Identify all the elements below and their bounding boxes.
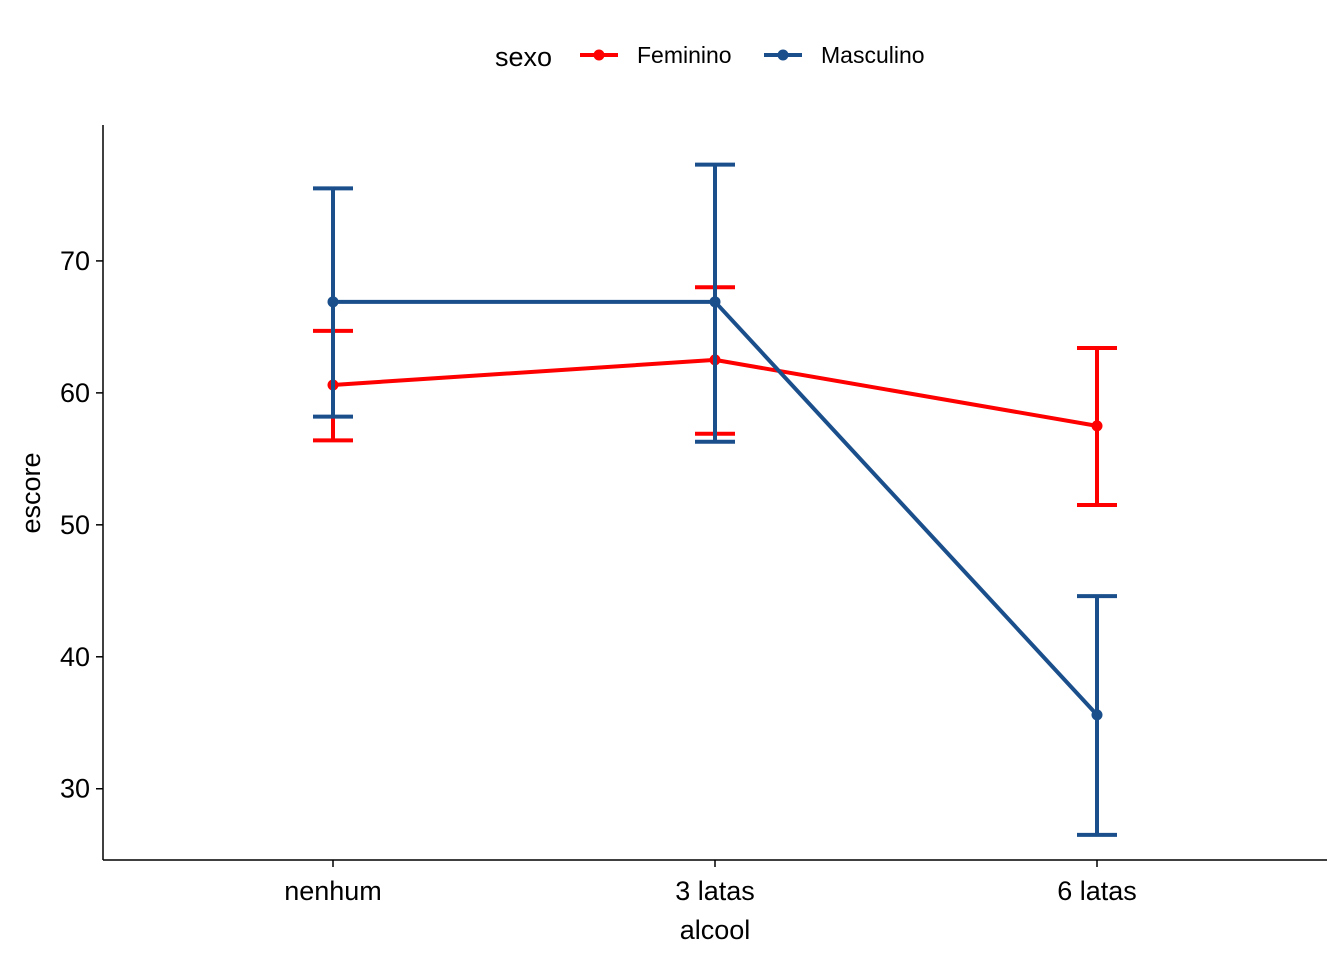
legend: sexo Feminino Masculino: [495, 42, 925, 72]
legend-title: sexo: [495, 42, 552, 72]
y-axis-title: escore: [16, 452, 46, 533]
series-masculino: [313, 162, 1117, 837]
x-tick-label: 3 latas: [675, 876, 755, 906]
legend-item-feminino: Feminino: [580, 42, 732, 68]
data-point: [1091, 709, 1103, 721]
y-ticks: 30 40 50 60 70: [60, 246, 103, 804]
data-point: [709, 296, 721, 308]
x-ticks: nenhum 3 latas 6 latas: [284, 860, 1137, 906]
legend-items: Feminino Masculino: [580, 42, 925, 68]
y-tick-label: 70: [60, 246, 90, 276]
legend-label: Feminino: [637, 42, 732, 68]
y-tick-label: 40: [60, 642, 90, 672]
legend-swatch-point: [777, 49, 789, 61]
data-point: [327, 296, 339, 308]
plot-area: 30 40 50 60 70 nenhum 3 latas 6 latas: [60, 125, 1327, 906]
legend-label: Masculino: [821, 42, 925, 68]
x-tick-label: 6 latas: [1057, 876, 1137, 906]
data-point: [1091, 420, 1103, 432]
series-layer: [313, 162, 1117, 837]
y-tick-label: 30: [60, 774, 90, 804]
y-tick-label: 60: [60, 378, 90, 408]
legend-swatch-point: [593, 49, 605, 61]
x-axis-title: alcool: [680, 915, 751, 945]
legend-item-masculino: Masculino: [764, 42, 925, 68]
y-tick-label: 50: [60, 510, 90, 540]
x-tick-label: nenhum: [284, 876, 382, 906]
